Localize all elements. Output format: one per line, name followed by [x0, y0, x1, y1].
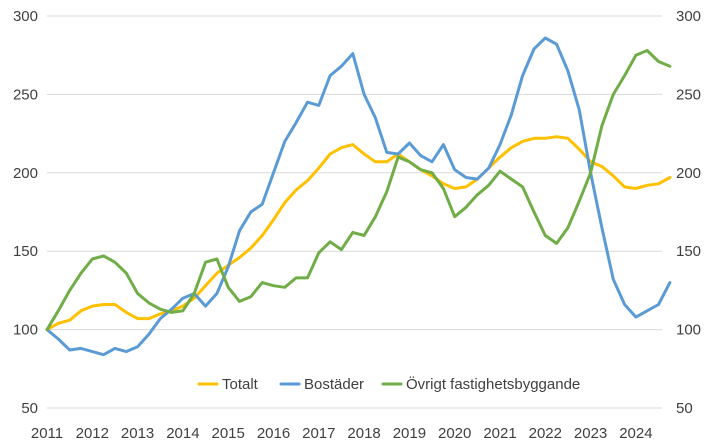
y-tick-left-200: 200 [13, 165, 38, 182]
y-tick-right-100: 100 [676, 322, 701, 339]
x-tick-2012: 2012 [76, 425, 109, 442]
x-tick-2014: 2014 [166, 425, 199, 442]
x-tick-2015: 2015 [212, 425, 245, 442]
x-tick-2018: 2018 [347, 425, 380, 442]
x-tick-2013: 2013 [121, 425, 154, 442]
y-tick-right-300: 300 [676, 8, 701, 25]
series-lines [45, 36, 672, 357]
y-axis-right-ticks: 50 100 150 200 250 300 [676, 8, 701, 417]
x-tick-2023: 2023 [574, 425, 607, 442]
y-tick-left-300: 300 [13, 8, 38, 25]
x-tick-2016: 2016 [257, 425, 290, 442]
series-line-3 [45, 49, 672, 332]
y-tick-left-50: 50 [21, 400, 38, 417]
series-line-2 [45, 36, 672, 357]
legend: Totalt Bostäder Övrigt fastighetsbyggande [197, 375, 580, 393]
x-tick-2020: 2020 [438, 425, 471, 442]
y-tick-right-150: 150 [676, 243, 701, 260]
y-tick-right-50: 50 [676, 400, 693, 417]
x-tick-2017: 2017 [302, 425, 335, 442]
series-line-1 [45, 135, 672, 332]
x-tick-2024: 2024 [619, 425, 652, 442]
x-tick-2021: 2021 [483, 425, 516, 442]
gridlines [47, 15, 662, 409]
legend-label-2: Bostäder [304, 376, 364, 393]
legend-label-1: Totalt [222, 376, 259, 393]
x-axis-ticks: 2011 2012 2013 2014 2015 2016 2017 2018 2019 2020… [31, 425, 653, 442]
y-tick-left-150: 150 [13, 243, 38, 260]
y-tick-right-200: 200 [676, 165, 701, 182]
y-tick-right-250: 250 [676, 86, 701, 103]
y-axis-left-ticks: 50 100 150 200 250 300 [13, 8, 38, 417]
x-tick-2019: 2019 [393, 425, 426, 442]
x-tick-2011: 2011 [31, 425, 63, 442]
y-tick-left-250: 250 [13, 86, 38, 103]
x-tick-2022: 2022 [529, 425, 562, 442]
y-tick-left-100: 100 [13, 322, 38, 339]
legend-label-3: Övrigt fastighetsbyggande [406, 375, 580, 393]
